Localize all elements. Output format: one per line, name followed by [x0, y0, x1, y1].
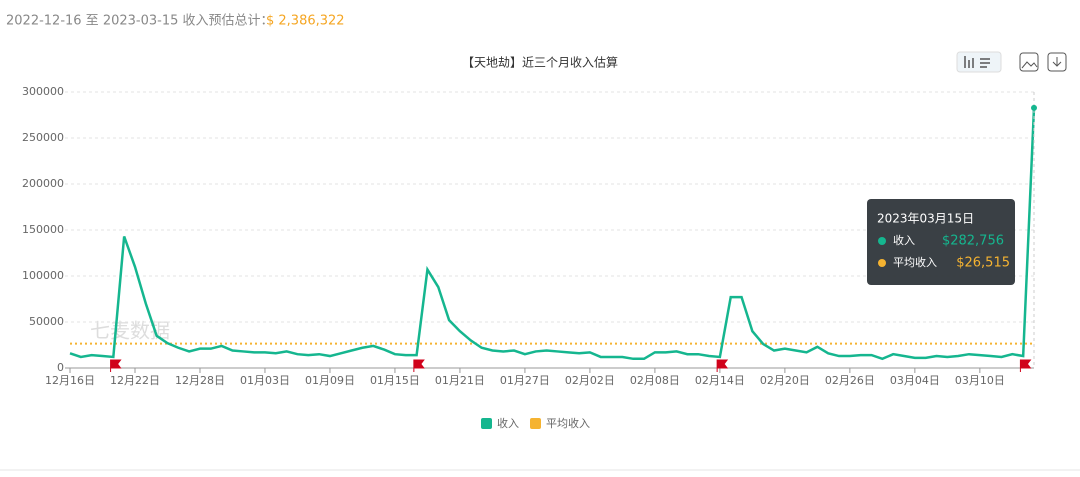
event-flag [413, 359, 425, 372]
tooltip-box [867, 199, 1015, 285]
hover-point [1031, 104, 1037, 111]
legend-swatch [530, 418, 541, 429]
x-tick-label: 02月26日 [825, 374, 875, 387]
event-flag [110, 359, 122, 372]
tooltip-dot [878, 259, 886, 267]
chart-title: 【天地劫】近三个月收入估算 [462, 55, 618, 70]
legend-label: 平均收入 [546, 416, 590, 430]
y-tick-label: 100000 [22, 269, 64, 282]
x-tick-label: 01月09日 [305, 374, 355, 387]
tooltip-name: 收入 [893, 233, 915, 247]
y-tick-label: 50000 [29, 315, 64, 328]
y-tick-label: 0 [57, 361, 64, 374]
tooltip-title: 2023年03月15日 [877, 212, 974, 226]
legend-swatch [481, 418, 492, 429]
total-text: $ 2,386,322 [266, 14, 345, 29]
x-tick-label: 01月03日 [240, 374, 290, 387]
x-tick-label: 01月27日 [500, 374, 550, 387]
x-tick-label: 01月21日 [435, 374, 485, 387]
x-tick-label: 12月22日 [110, 374, 160, 387]
tooltip-dot [878, 237, 886, 245]
x-tick-label: 03月04日 [890, 374, 940, 387]
tooltip-value: $26,515 [956, 256, 1010, 271]
revenue-line [69, 107, 1036, 361]
x-tick-label: 02月20日 [760, 374, 810, 387]
event-flag [716, 359, 729, 372]
x-tick-label: 12月16日 [45, 374, 95, 387]
y-tick-label: 300000 [22, 85, 64, 98]
x-tick-label: 02月02日 [565, 374, 615, 387]
tooltip-value: $282,756 [942, 234, 1004, 249]
x-tick-label: 01月15日 [370, 374, 420, 387]
x-tick-label: 02月14日 [695, 374, 745, 387]
tooltip-name: 平均收入 [893, 255, 937, 269]
y-tick-label: 200000 [22, 177, 64, 190]
event-flag [1019, 359, 1032, 372]
x-tick-label: 02月08日 [630, 374, 680, 387]
y-tick-label: 250000 [22, 131, 64, 144]
x-tick-label: 03月10日 [955, 374, 1005, 387]
toolbar[interactable] [956, 51, 1067, 73]
y-tick-label: 150000 [22, 223, 64, 236]
legend-label: 收入 [497, 416, 519, 430]
x-tick-label: 12月28日 [175, 374, 225, 387]
range-text: 2022-12-16 至 2023-03-15 收入预估总计： [6, 14, 274, 29]
